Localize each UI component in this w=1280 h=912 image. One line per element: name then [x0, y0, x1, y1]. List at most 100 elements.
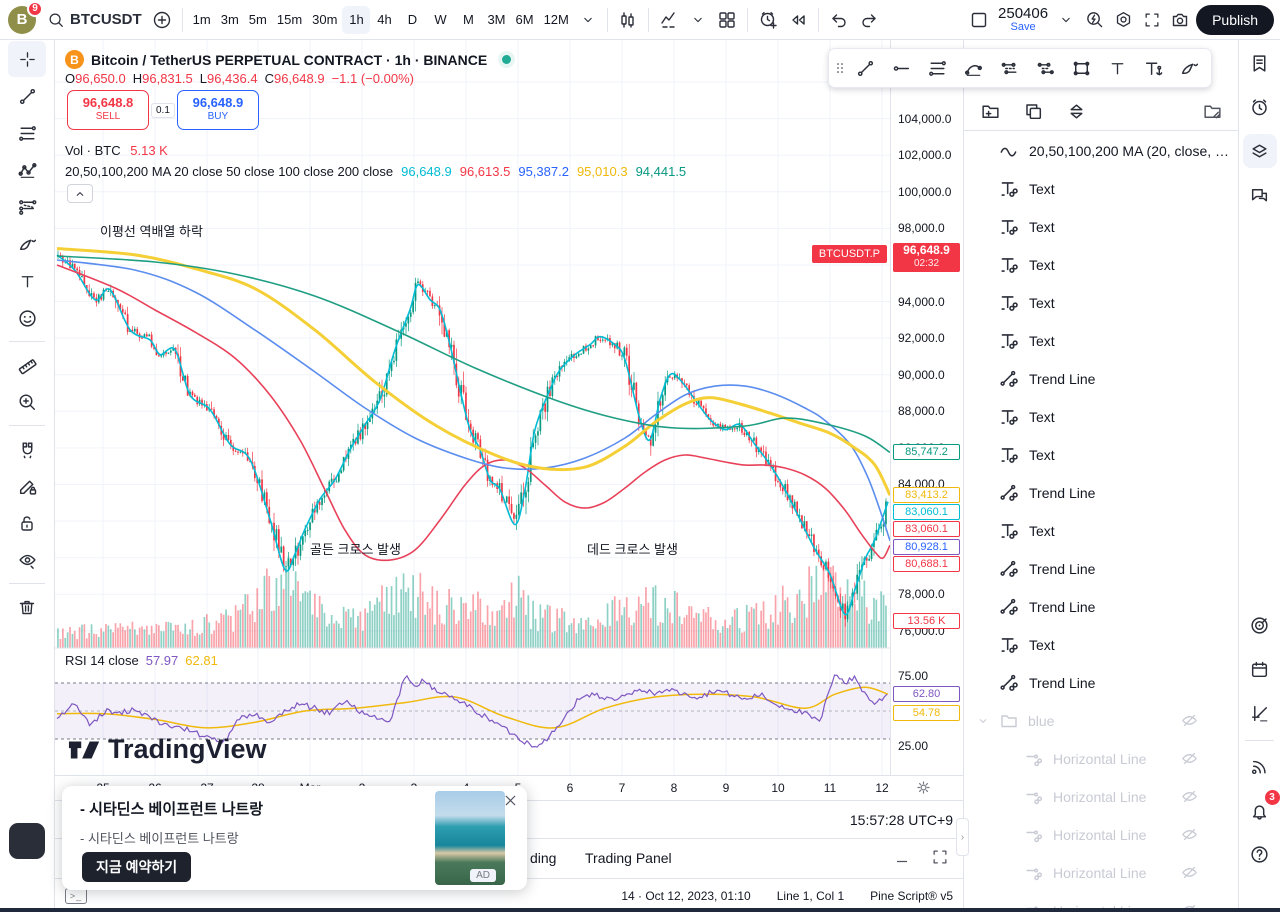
- indicators-button[interactable]: [654, 6, 684, 34]
- tree-item-horizontal-line[interactable]: Horizontal Line: [964, 892, 1238, 908]
- chart-annotation-text[interactable]: 이평선 역배열 하락: [100, 224, 203, 239]
- sell-button[interactable]: 96,648.8 SELL: [67, 90, 149, 130]
- projection-tool-button[interactable]: [8, 189, 46, 225]
- zoom-in-tool-button[interactable]: [8, 384, 46, 420]
- undo-button[interactable]: [824, 6, 854, 34]
- symbol-title[interactable]: Bitcoin / TetherUS PERPETUAL CONTRACT · …: [91, 51, 488, 68]
- favorite-rectangle-button[interactable]: [1063, 52, 1099, 84]
- bottom-tab-partial[interactable]: ding: [530, 850, 557, 866]
- text-tool-button[interactable]: [8, 263, 46, 299]
- eye-off-icon[interactable]: [1180, 787, 1199, 806]
- drag-handle[interactable]: [833, 52, 847, 84]
- redo-button[interactable]: [854, 6, 884, 34]
- chart-annotation-text[interactable]: 데드 크로스 발생: [587, 542, 678, 557]
- panel-collapse-handle[interactable]: ›: [956, 818, 969, 856]
- chevron-down-icon[interactable]: [976, 714, 990, 728]
- sidebar-streams-button[interactable]: [1243, 749, 1277, 783]
- favorite-anchored-text-button[interactable]: [1135, 52, 1171, 84]
- save-layout-button[interactable]: 250406 Save: [994, 6, 1052, 33]
- tree-item-trend-line[interactable]: Trend Line: [964, 664, 1238, 702]
- timeframe-12M[interactable]: 12M: [543, 12, 569, 27]
- layout-thumbnail-button[interactable]: [964, 6, 994, 34]
- hide-drawings-tool-button[interactable]: [8, 542, 46, 578]
- timeframe-3m[interactable]: 3m: [220, 12, 239, 27]
- chart-canvas[interactable]: B Bitcoin / TetherUS PERPETUAL CONTRACT …: [55, 40, 963, 775]
- favorite-fib-retracement-button[interactable]: [919, 52, 955, 84]
- price-chart-svg[interactable]: [55, 40, 892, 775]
- folder-settings-icon[interactable]: [1202, 101, 1223, 122]
- timeframe-1h[interactable]: 1h: [342, 5, 371, 34]
- session-clock[interactable]: 15:57:28 UTC+9: [849, 811, 953, 828]
- layout-menu-button[interactable]: [1052, 6, 1080, 34]
- minimize-icon[interactable]: [893, 848, 911, 866]
- eye-off-icon[interactable]: [1180, 863, 1199, 882]
- favorites-tool-button[interactable]: [9, 823, 45, 859]
- axis-settings-gear-icon[interactable]: [915, 779, 932, 796]
- sidebar-ideas-button[interactable]: [1243, 696, 1277, 730]
- timeframe-W[interactable]: W: [434, 12, 447, 27]
- tree-item-text[interactable]: Text: [964, 626, 1238, 664]
- remove-objects-tool-button[interactable]: [8, 589, 46, 625]
- tree-item-text[interactable]: Text: [964, 398, 1238, 436]
- alert-button[interactable]: [753, 6, 783, 34]
- favorite-horizontal-ray-button[interactable]: [883, 52, 919, 84]
- timeframe-3M[interactable]: 3M: [487, 12, 506, 27]
- sidebar-chat-button[interactable]: [1243, 178, 1277, 212]
- eye-off-icon[interactable]: [1180, 749, 1199, 768]
- chart-settings-button[interactable]: [1109, 6, 1138, 34]
- favorite-text-button[interactable]: [1099, 52, 1135, 84]
- tree-folder-blue[interactable]: blue: [964, 702, 1238, 740]
- ad-image[interactable]: AD: [435, 791, 505, 885]
- lock-all-tool-button[interactable]: [8, 505, 46, 541]
- timeframe-1m[interactable]: 1m: [192, 12, 211, 27]
- eye-off-icon[interactable]: [1180, 901, 1199, 908]
- emoji-tool-button[interactable]: [8, 300, 46, 336]
- snapshot-button[interactable]: [1166, 6, 1194, 34]
- new-folder-icon[interactable]: [980, 101, 1001, 122]
- bar-replay-button[interactable]: [783, 6, 813, 34]
- timeframe-6M[interactable]: 6M: [515, 12, 534, 27]
- close-icon[interactable]: [502, 792, 519, 809]
- expand-icon[interactable]: [931, 848, 949, 866]
- chart-style-button[interactable]: [613, 6, 643, 34]
- tree-item-trend-line[interactable]: Trend Line: [964, 588, 1238, 626]
- ad-cta-button[interactable]: 지금 예약하기: [82, 852, 192, 882]
- ma-legend[interactable]: 20,50,100,200 MA 20 close 50 close 100 c…: [65, 164, 686, 179]
- chart-annotation-text[interactable]: 골든 크로스 발생: [310, 542, 401, 557]
- crosshair-tool-button[interactable]: [8, 41, 46, 77]
- indicator-templates-button[interactable]: [684, 6, 712, 34]
- duplicate-icon[interactable]: [1023, 101, 1044, 122]
- timeframe-4h[interactable]: 4h: [377, 12, 392, 27]
- tree-item-text[interactable]: Text: [964, 208, 1238, 246]
- tree-item-horizontal-line[interactable]: Horizontal Line: [964, 854, 1238, 892]
- tree-item-20-50-100-200-ma-20-close-[interactable]: 20,50,100,200 MA (20, close, …: [964, 132, 1238, 170]
- eye-off-icon[interactable]: [1180, 711, 1199, 730]
- sidebar-alerts-button[interactable]: [1243, 90, 1277, 124]
- drawing-mode-tool-button[interactable]: [8, 468, 46, 504]
- timeframe-15m[interactable]: 15m: [276, 12, 303, 27]
- legend-collapse-button[interactable]: [67, 184, 93, 203]
- tree-item-trend-line[interactable]: Trend Line: [964, 360, 1238, 398]
- tree-item-text[interactable]: Text: [964, 170, 1238, 208]
- tab-trading-panel[interactable]: Trading Panel: [585, 850, 672, 866]
- tree-item-text[interactable]: Text: [964, 512, 1238, 550]
- sidebar-calendar-button[interactable]: [1243, 652, 1277, 686]
- tree-item-horizontal-line[interactable]: Horizontal Line: [964, 778, 1238, 816]
- sidebar-watchlist-button[interactable]: [1243, 46, 1277, 80]
- favorite-flat-channel-button[interactable]: [991, 52, 1027, 84]
- trend-line-tool-button[interactable]: [8, 78, 46, 114]
- buy-button[interactable]: 96,648.9 BUY: [176, 90, 259, 130]
- tree-item-text[interactable]: Text: [964, 436, 1238, 474]
- chart-plot-area[interactable]: [55, 40, 892, 775]
- fib-retracement-tool-button[interactable]: [8, 115, 46, 151]
- tree-item-horizontal-line[interactable]: Horizontal Line: [964, 816, 1238, 854]
- volume-legend[interactable]: Vol · BTC 5.13 K: [65, 143, 168, 158]
- favorite-trend-line-button[interactable]: [847, 52, 883, 84]
- rsi-legend[interactable]: RSI 14 close 57.97 62.81: [65, 653, 218, 668]
- publish-button[interactable]: Publish: [1196, 4, 1274, 35]
- tree-item-trend-line[interactable]: Trend Line: [964, 474, 1238, 512]
- symbol-search-button[interactable]: BTCUSDT: [42, 6, 147, 34]
- sidebar-hotlists-button[interactable]: [1243, 608, 1277, 642]
- sort-icon[interactable]: [1066, 101, 1087, 122]
- xabcd-pattern-tool-button[interactable]: [8, 152, 46, 188]
